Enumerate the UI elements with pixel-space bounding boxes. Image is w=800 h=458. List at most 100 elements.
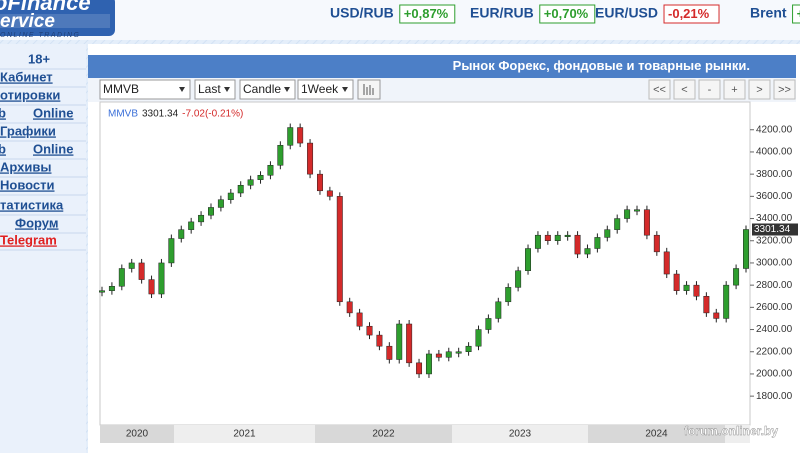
legend-symbol: MMVB bbox=[108, 109, 138, 120]
dropdown-value: MMVB bbox=[103, 82, 139, 96]
candle-body bbox=[237, 184, 244, 194]
candle-body bbox=[544, 234, 551, 241]
last-price-tag-label: 3301.34 bbox=[754, 224, 791, 235]
candle-body bbox=[475, 329, 482, 347]
candle-body bbox=[554, 234, 561, 241]
candle-body bbox=[534, 234, 541, 249]
dropdown[interactable] bbox=[194, 79, 236, 100]
candle-body bbox=[703, 295, 710, 314]
candle-body bbox=[406, 323, 413, 364]
candle-body bbox=[564, 234, 571, 237]
sidebar-link[interactable]: b bbox=[0, 105, 6, 120]
panel-header[interactable] bbox=[88, 55, 796, 78]
candle-body bbox=[257, 175, 264, 180]
ticker-name[interactable]: Brent bbox=[750, 5, 787, 21]
nav-button[interactable] bbox=[673, 79, 696, 100]
candle-body bbox=[128, 262, 135, 269]
last-price-tag bbox=[752, 223, 798, 236]
candle-body bbox=[307, 142, 314, 175]
logo-text: oFinance bbox=[0, 0, 91, 15]
candle-body bbox=[624, 209, 631, 219]
candle-body bbox=[465, 345, 472, 352]
y-tick-label: 3600.00 bbox=[756, 191, 793, 202]
y-tick-label: 2000.00 bbox=[756, 369, 793, 380]
candle-body bbox=[663, 251, 670, 275]
watermark: forum.onliner.by bbox=[684, 424, 778, 438]
nav-button[interactable] bbox=[648, 79, 671, 100]
panel-title: Рынок Форекс, фондовые и товарные рынки. bbox=[453, 58, 750, 73]
sidebar-link[interactable]: Кабинет bbox=[0, 69, 53, 84]
y-tick-label: 2600.00 bbox=[756, 302, 793, 313]
sidebar-link[interactable]: татистика bbox=[0, 197, 64, 212]
candle-body bbox=[455, 351, 462, 354]
dropdown[interactable] bbox=[99, 79, 191, 100]
candle-body bbox=[614, 218, 621, 230]
candle-body bbox=[733, 268, 740, 286]
candle-body bbox=[346, 301, 353, 314]
sidebar-link[interactable]: Online bbox=[33, 141, 73, 156]
candle-body bbox=[316, 173, 323, 192]
logo-band bbox=[0, 14, 110, 28]
ticker-name[interactable]: EUR/RUB bbox=[470, 5, 534, 21]
nav-button-label: > bbox=[756, 84, 762, 96]
dropdown[interactable] bbox=[297, 79, 354, 100]
nav-button-label: >> bbox=[778, 84, 791, 96]
year-band bbox=[100, 425, 174, 443]
candle-body bbox=[693, 284, 700, 297]
ticker-change: +0,6 bbox=[797, 6, 800, 21]
y-tick-label: 1800.00 bbox=[756, 391, 793, 402]
candle-body bbox=[99, 290, 105, 293]
logo-tagline: ONLINE TRADING bbox=[0, 32, 81, 39]
sidebar-link[interactable]: Telegram bbox=[0, 232, 57, 247]
y-tick-label: 3200.00 bbox=[756, 235, 793, 246]
candle-body bbox=[168, 238, 175, 264]
logo-text: ervice bbox=[0, 11, 55, 32]
candle-body bbox=[267, 165, 274, 176]
nav-button-label: - bbox=[708, 84, 712, 96]
candle-body bbox=[505, 287, 512, 303]
candle-body bbox=[118, 268, 125, 287]
dropdown-value: Candle bbox=[243, 82, 281, 96]
sidebar-link[interactable]: Архивы bbox=[0, 159, 51, 174]
candle-body bbox=[634, 209, 640, 212]
ticker-name[interactable]: USD/RUB bbox=[330, 5, 394, 21]
candle-body bbox=[495, 301, 502, 319]
ticker-name[interactable]: EUR/USD bbox=[595, 5, 658, 21]
ticker-badge bbox=[539, 4, 596, 24]
sidebar-link[interactable]: отировки bbox=[0, 87, 60, 102]
sidebar-link[interactable]: 18+ bbox=[28, 51, 50, 66]
sidebar-link[interactable]: Новости bbox=[0, 177, 55, 192]
nav-button[interactable] bbox=[748, 79, 771, 100]
year-band bbox=[315, 425, 452, 443]
nav-button-label: + bbox=[731, 84, 737, 96]
ticker-badge bbox=[792, 4, 800, 24]
candle-body bbox=[485, 318, 492, 330]
y-tick-label: 2200.00 bbox=[756, 346, 793, 357]
chart-settings-button[interactable] bbox=[357, 79, 381, 100]
sidebar-link[interactable]: Графики bbox=[0, 123, 56, 138]
sidebar-link[interactable]: Форум bbox=[15, 215, 58, 230]
candle-body bbox=[297, 127, 304, 144]
y-tick-label: 4000.00 bbox=[756, 147, 793, 158]
y-tick-label: 3800.00 bbox=[756, 169, 793, 180]
candle-body bbox=[604, 229, 611, 238]
nav-button[interactable] bbox=[773, 79, 796, 100]
candle-body bbox=[683, 284, 690, 291]
icon bbox=[363, 84, 374, 95]
candle-body bbox=[594, 237, 601, 249]
candle-body bbox=[158, 262, 165, 295]
candle-body bbox=[584, 248, 591, 255]
legend-change: -7.02 bbox=[182, 109, 205, 120]
dropdown[interactable] bbox=[239, 79, 296, 100]
ticker-change: +0,70% bbox=[544, 6, 589, 21]
dropdown-arrow bbox=[284, 87, 290, 92]
sidebar-link[interactable]: Online bbox=[33, 105, 73, 120]
candle-body bbox=[425, 353, 432, 375]
candle-body bbox=[247, 179, 254, 186]
nav-button[interactable] bbox=[698, 79, 721, 100]
nav-button[interactable] bbox=[723, 79, 746, 100]
ticker-change: -0,21% bbox=[668, 6, 710, 21]
sidebar-link[interactable]: b bbox=[0, 141, 6, 156]
